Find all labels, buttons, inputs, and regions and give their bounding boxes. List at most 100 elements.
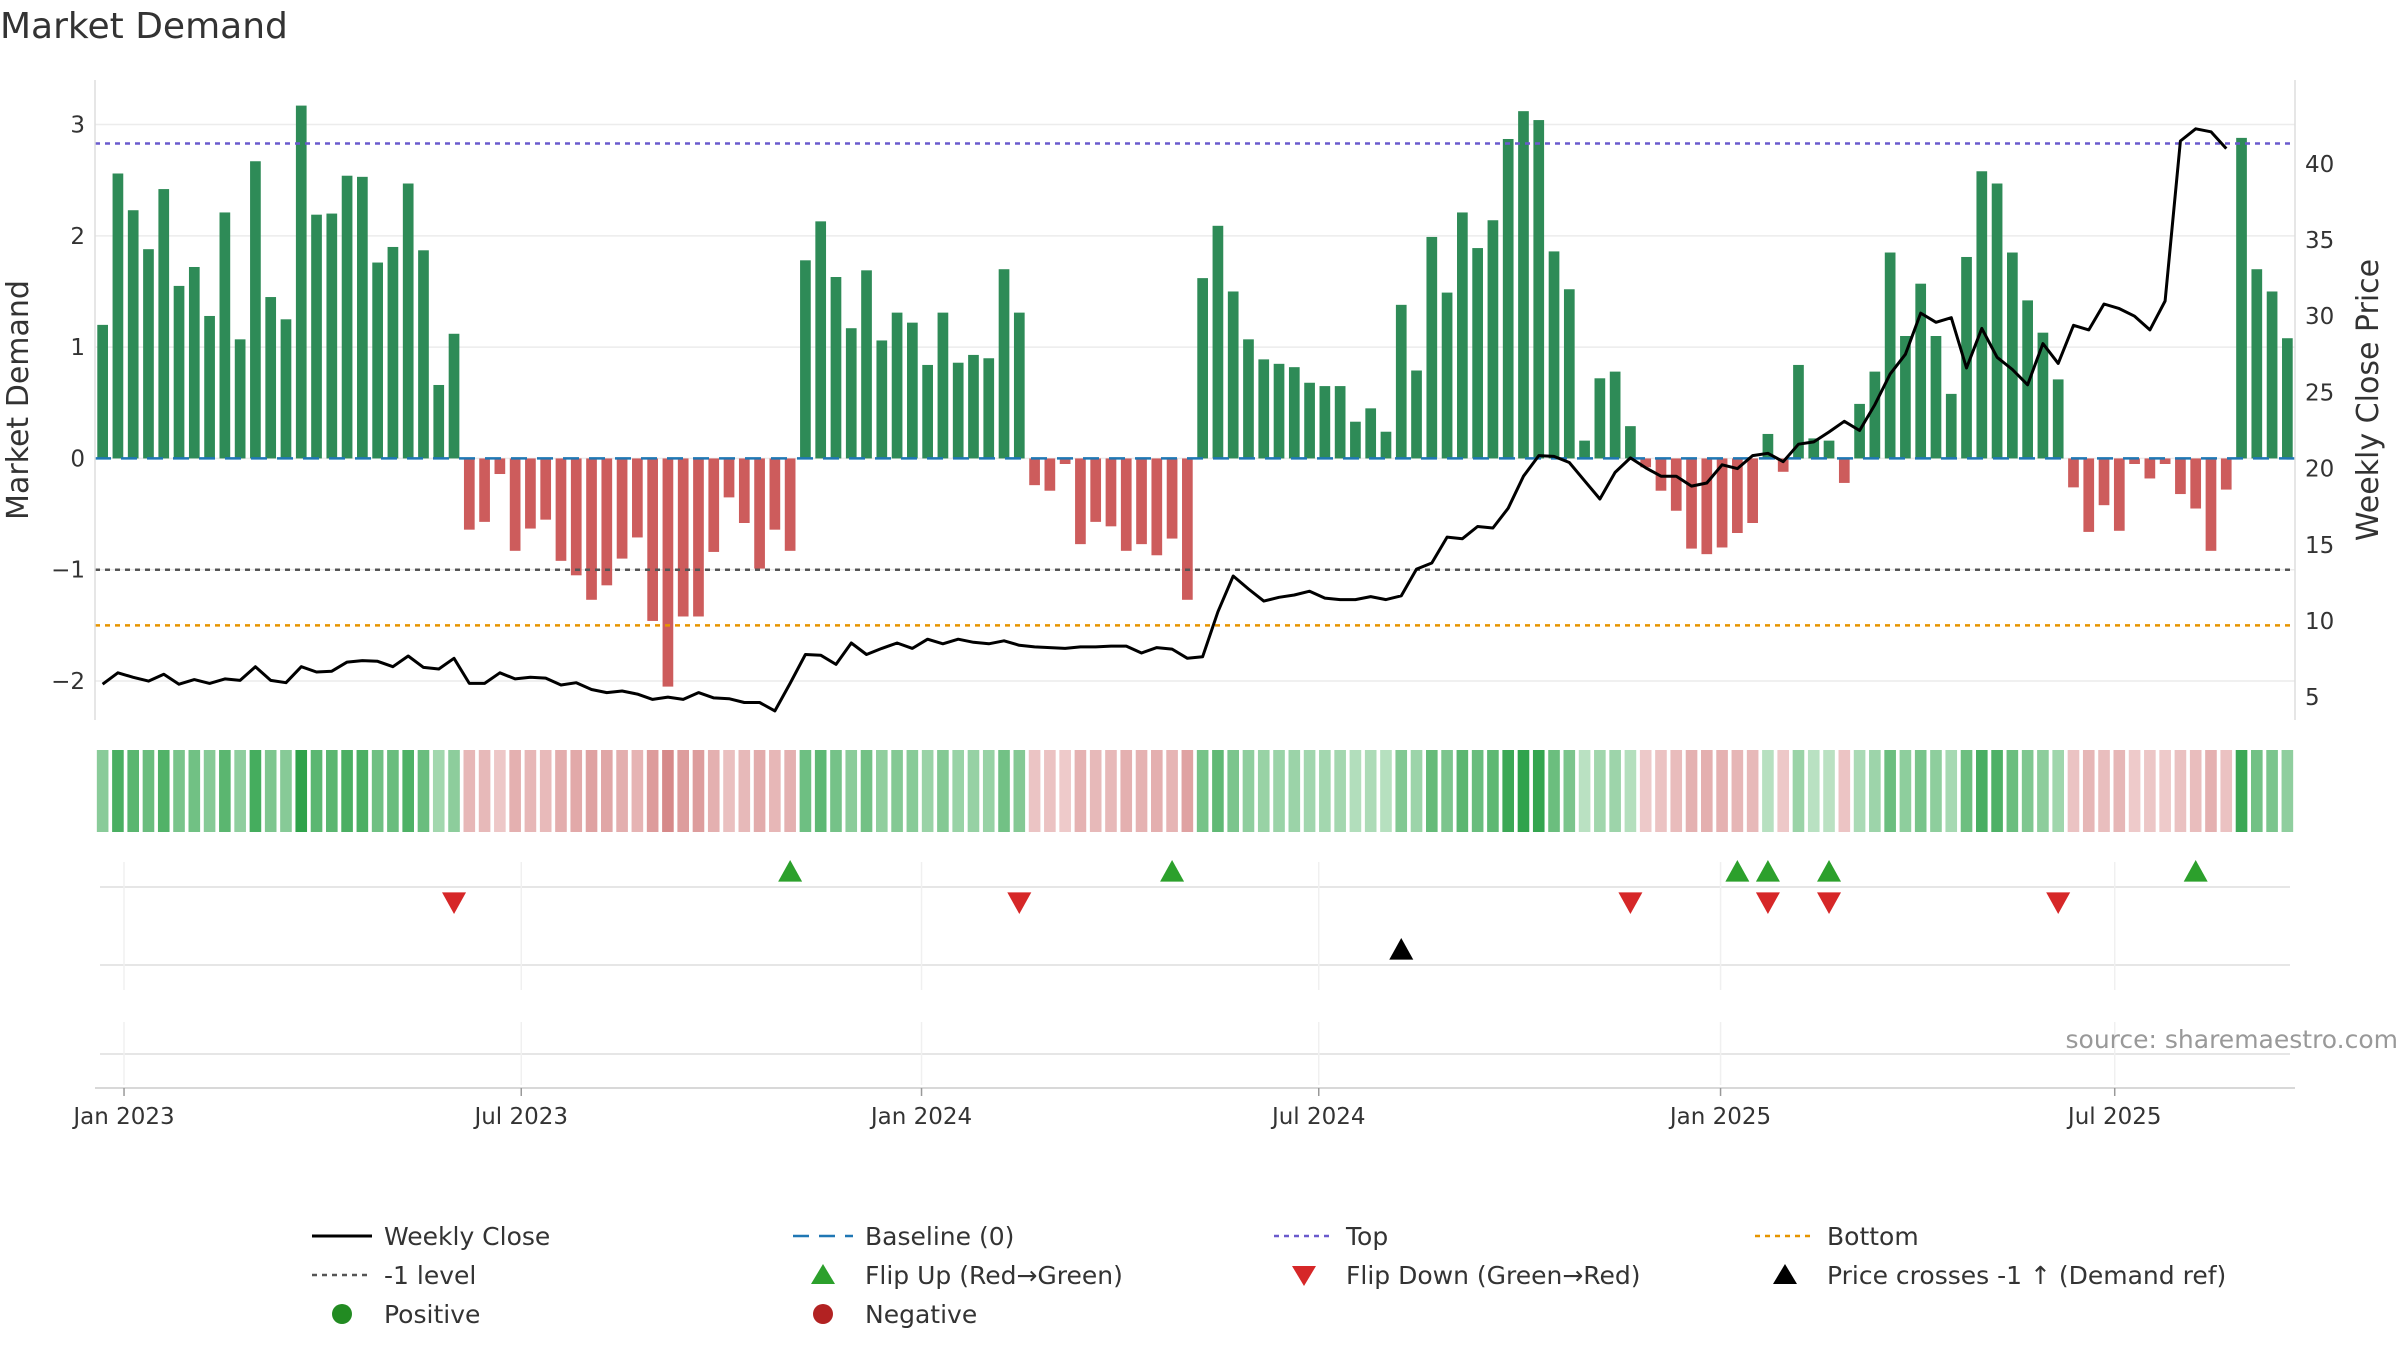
legend-label: Top	[1345, 1222, 1388, 1251]
positive-bar	[357, 176, 368, 459]
strip-cell	[2144, 750, 2156, 832]
event-markers-panel	[100, 860, 2290, 1085]
strip-cell	[1456, 750, 1469, 832]
flip-down-marker	[1755, 892, 1780, 914]
legend-item: Bottom	[1755, 1222, 1919, 1251]
negative-bar	[525, 458, 536, 529]
negative-bar	[509, 458, 521, 551]
positive-bar	[1594, 378, 1606, 459]
negative-bar	[601, 458, 613, 586]
legend-label: Price crosses -1 ↑ (Demand ref)	[1827, 1261, 2226, 1290]
strip-cell	[1853, 750, 1866, 832]
strip-cell	[1288, 750, 1301, 832]
strip-cell	[2082, 750, 2095, 832]
strip-cell	[585, 750, 598, 832]
flip-down-marker	[1618, 892, 1643, 914]
strip-cell	[2067, 750, 2080, 832]
negative-bar	[2190, 458, 2202, 509]
y2-tick-label: 5	[2305, 685, 2320, 711]
legend-label: Baseline (0)	[865, 1222, 1014, 1251]
strip-cell	[1594, 750, 1606, 832]
strip-cell	[326, 750, 338, 832]
strip-cell	[1777, 750, 1789, 832]
strip-cell	[2235, 750, 2248, 832]
positive-bar	[341, 175, 353, 459]
strip-cell	[1471, 750, 1484, 832]
strip-cell	[1044, 750, 1056, 832]
positive-bar	[998, 269, 1010, 459]
flip-up-marker	[1160, 860, 1185, 882]
strip-cell	[1380, 750, 1392, 832]
strip-cell	[2128, 750, 2141, 832]
strip-cell	[2006, 750, 2019, 832]
negative-bar	[463, 458, 475, 530]
strip-cell	[1746, 750, 1759, 832]
positive-bar	[815, 221, 827, 459]
positive-bar	[1395, 304, 1407, 459]
positive-bar	[922, 364, 933, 459]
negative-bar	[1640, 458, 1652, 468]
strip-cell	[1089, 750, 1102, 832]
positive-bar	[295, 105, 307, 459]
strip-cell	[1212, 750, 1224, 832]
positive-bar	[265, 297, 277, 459]
strip-cell	[96, 750, 109, 832]
positive-bar	[2282, 338, 2293, 459]
y2-tick-label: 15	[2305, 533, 2334, 559]
strip-cell	[998, 750, 1010, 832]
strip-cell	[1196, 750, 1209, 832]
strip-cell	[188, 750, 201, 832]
strip-cell	[982, 750, 995, 832]
positive-bar	[1609, 371, 1621, 459]
strip-cell	[2098, 750, 2110, 832]
positive-bar	[907, 322, 918, 459]
strip-cell	[1701, 750, 1713, 832]
strip-cell	[1074, 750, 1087, 832]
strip-cell	[1716, 750, 1728, 832]
chart-title: Market Demand	[0, 6, 288, 47]
strip-cell	[463, 750, 476, 832]
flip-up-marker	[1725, 860, 1750, 882]
positive-bar	[1273, 363, 1285, 459]
y-tick-label: 1	[70, 335, 85, 361]
strip-cell	[341, 750, 353, 832]
strip-cell	[1655, 750, 1667, 832]
strip-cell	[1624, 750, 1637, 832]
negative-bar	[1151, 458, 1163, 556]
strip-cell	[1976, 750, 1988, 832]
strip-cell	[1059, 750, 1071, 832]
strip-cell	[1166, 750, 1178, 832]
positive-bar	[1915, 283, 1927, 459]
strip-cell	[1762, 750, 1774, 832]
positive-bar	[1441, 292, 1453, 459]
legend-item: Weekly Close	[312, 1222, 550, 1251]
strip-cell	[1242, 750, 1255, 832]
negative-bar	[1777, 458, 1789, 472]
negative-bar	[723, 458, 735, 498]
positive-bar	[2007, 252, 2018, 459]
y-tick-label: 0	[70, 446, 85, 472]
y2-tick-label: 40	[2305, 152, 2334, 178]
y-tick-label: −1	[51, 558, 85, 584]
strip-cell	[1563, 750, 1576, 832]
positive-bar	[1502, 138, 1514, 459]
negative-bar	[1075, 458, 1086, 545]
strip-cell	[921, 750, 934, 832]
strip-cell	[432, 750, 445, 832]
legend: Weekly Close Baseline (0) Top Bottom -1 leve…	[312, 1222, 2226, 1329]
strip-cell	[2037, 750, 2049, 832]
flip-down-marker	[1007, 892, 1032, 914]
positive-bar	[2022, 300, 2033, 459]
negative-bar	[738, 458, 750, 523]
strip-cell	[967, 750, 980, 832]
strip-cell	[1364, 750, 1377, 832]
y2-tick-label: 10	[2305, 609, 2334, 635]
legend-item: Top	[1274, 1222, 1388, 1251]
legend-item: Positive	[332, 1300, 480, 1329]
positive-bar	[1411, 370, 1422, 459]
negative-bar	[616, 458, 628, 559]
negative-bar	[1838, 458, 1850, 483]
negative-bar	[784, 458, 796, 551]
positive-bar	[1900, 336, 1911, 459]
